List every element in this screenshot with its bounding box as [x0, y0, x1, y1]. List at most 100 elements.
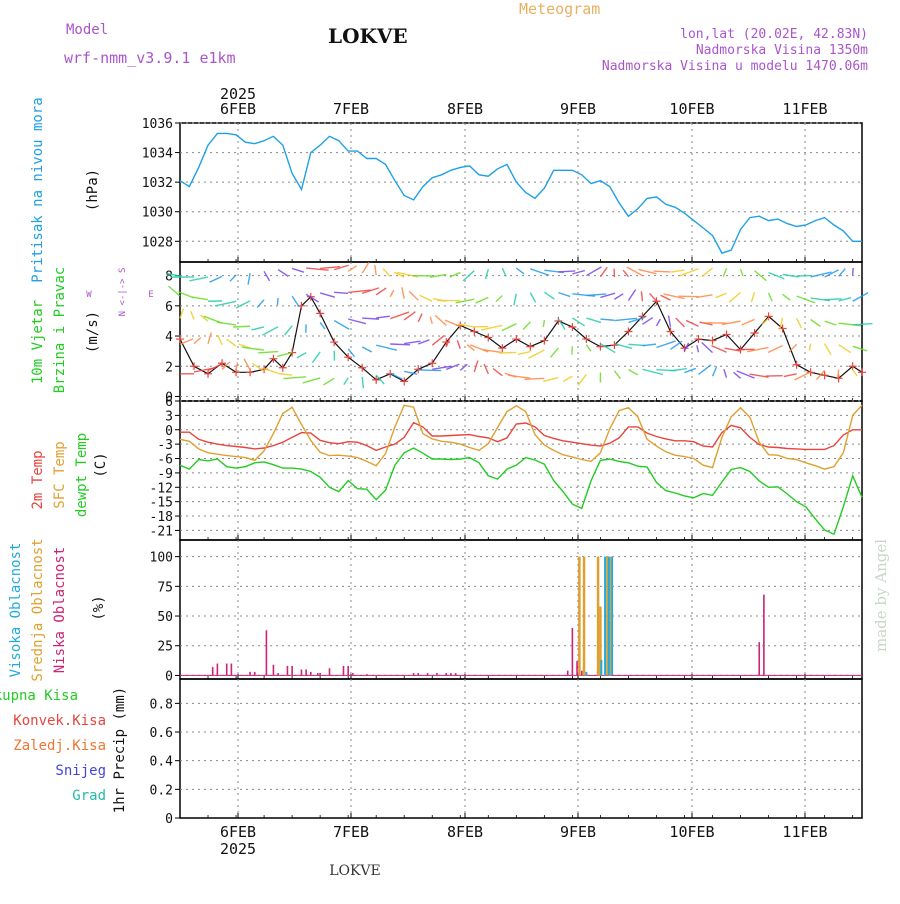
wind-arrow [530, 293, 535, 303]
date-label-top: 11FEB [782, 100, 827, 118]
bar-Niska-Oblacnost [319, 673, 321, 675]
y-tick-label: -21 [150, 524, 173, 539]
bar-Srednja-Oblacnost [597, 557, 600, 676]
watermark: made by Angel [872, 539, 890, 652]
wind-arrow [251, 327, 264, 330]
y-tick-label: 50 [157, 610, 173, 625]
bar-Niska-Oblacnost [305, 669, 307, 675]
y-tick-label: 1030 [142, 206, 173, 221]
wind-arrow [586, 294, 606, 296]
wind-arrow [642, 344, 656, 346]
wind-arrow [794, 372, 810, 380]
wind-arrow [558, 271, 575, 272]
date-label-top: 10FEB [669, 100, 714, 118]
wind-arrow [578, 374, 586, 385]
wind-title-1: 10m Vjetar [30, 300, 46, 384]
bar-Visoka-Oblacnost [608, 557, 610, 676]
wind-arrow [297, 353, 306, 358]
wind-arrow [839, 345, 851, 353]
date-label-top: 9FEB [560, 100, 596, 118]
wind-arrow [244, 359, 250, 370]
wind-arrow [191, 311, 194, 319]
y-tick-label: -9 [157, 467, 173, 482]
wind-arrow [292, 268, 304, 272]
wind-arrow [724, 369, 727, 377]
wind-arrow [418, 370, 441, 371]
wind-arrow [853, 346, 867, 351]
wind-arrow [218, 335, 222, 345]
wind-arrow [362, 377, 363, 388]
y-tick-label: 0.4 [150, 755, 174, 770]
wind-arrow [390, 373, 402, 379]
wind-marker [512, 335, 520, 343]
wind-arrow [470, 345, 488, 352]
wind-arrow [528, 350, 544, 358]
y-tick-label: 0 [165, 669, 173, 684]
temp-label-dewpt: dewpt Temp [74, 433, 90, 517]
station-title: LOKVE [328, 24, 408, 48]
cloud-label-high: Visoka Oblacnost [8, 543, 24, 678]
wind-arrow [825, 321, 837, 325]
wind-marker [695, 335, 703, 343]
wind-arrow [435, 315, 446, 325]
wind-arrow [769, 293, 773, 301]
wind-arrow [178, 292, 194, 298]
wind-arrow [362, 262, 369, 273]
wind-arrow [258, 352, 278, 353]
wind-arrow [476, 297, 489, 303]
bar-Niska-Oblacnost [317, 673, 319, 675]
elevation-text: Nadmorska Visina 1350m [696, 43, 868, 58]
series-line-dewpt-Temp [180, 448, 862, 534]
precip-label-hail: Grad [72, 788, 106, 804]
date-label-top: 8FEB [447, 100, 483, 118]
wind-arrow [312, 352, 320, 363]
wind-arrow [838, 369, 839, 377]
bar-Niska-Oblacnost [291, 666, 293, 676]
bar-Visoka-Oblacnost [611, 557, 613, 676]
wind-arrow [375, 265, 376, 275]
pressure-title: Pritisak na nivou mora [30, 97, 46, 282]
y-tick-label: 4 [165, 330, 173, 345]
wind-marker [858, 368, 866, 376]
cloud-unit: (%) [91, 595, 107, 620]
wind-arrow [825, 344, 831, 355]
wind-arrow [614, 294, 623, 299]
panel-frame [180, 679, 862, 818]
model-label: Model [66, 22, 108, 38]
bar-Niska-Oblacnost [763, 595, 765, 676]
wind-arrow [390, 344, 410, 345]
wind-arrow [285, 326, 292, 335]
wind-arrow [853, 324, 873, 325]
wind-marker [540, 337, 548, 345]
wind-arrow [404, 341, 420, 343]
wind-arrow [348, 349, 354, 357]
bar-Niska-Oblacnost [567, 671, 569, 676]
wind-arrow [684, 343, 688, 351]
wind-arrow [450, 273, 461, 277]
wind-arrow [853, 369, 857, 376]
bar-Niska-Oblacnost [277, 673, 279, 675]
bar-Niska-Oblacnost [455, 673, 457, 675]
wind-arrow [699, 365, 712, 375]
wind-arrow [641, 291, 642, 301]
wind-arrow [523, 322, 530, 330]
series-line-SFC-Temp [180, 405, 862, 469]
y-tick-label: 25 [157, 640, 173, 655]
wind-arrow [702, 268, 713, 276]
wind-arrow [668, 315, 670, 326]
y-tick-label: -6 [157, 453, 173, 468]
cloud-label-low: Niska Oblacnost [52, 547, 68, 673]
date-label-bottom: 9FEB [560, 823, 596, 841]
bar-Srednja-Oblacnost [583, 557, 586, 676]
wind-arrow [768, 346, 783, 353]
wind-arrow [486, 269, 489, 279]
wind-arrow [457, 340, 460, 348]
wind-marker [316, 309, 324, 317]
wind-arrow [230, 275, 236, 281]
precip-label-conv: Konvek.Kisa [13, 713, 106, 729]
model-name: wrf-nmm_v3.9.1 e1km [64, 49, 236, 67]
y-tick-label: 1028 [142, 235, 173, 250]
wind-arrow [784, 374, 797, 377]
bar-Niska-Oblacnost [254, 672, 256, 676]
